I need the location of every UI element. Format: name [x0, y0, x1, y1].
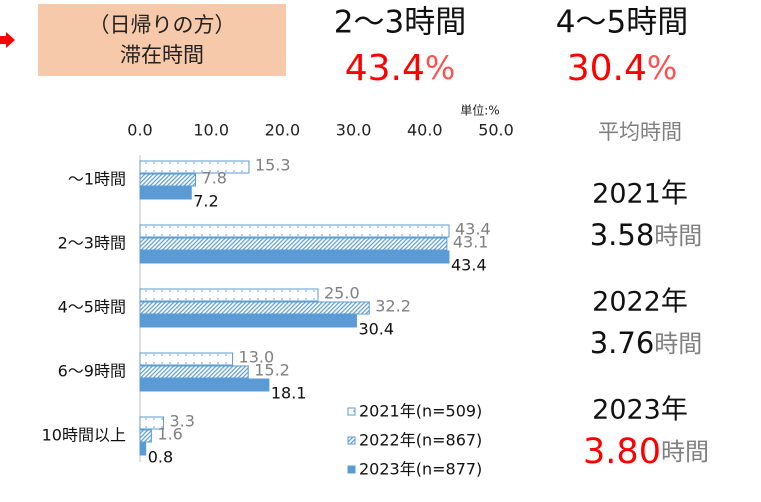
- value-label: 43.4: [451, 256, 487, 275]
- unit-label: 単位:%: [460, 103, 499, 118]
- value-label: 7.8: [202, 169, 227, 188]
- bar: [139, 186, 192, 200]
- value-label: 0.8: [148, 448, 173, 467]
- value-label: 43.1: [453, 233, 489, 252]
- header-text: （日帰りの方）: [89, 13, 236, 37]
- bar: [139, 378, 270, 392]
- value-label: 1.6: [157, 425, 182, 444]
- highlight-number: 30.4: [567, 48, 647, 89]
- value-label: 13.0: [239, 348, 275, 367]
- legend-swatch: [347, 465, 356, 474]
- x-tick-label: 30.0: [336, 121, 372, 140]
- value-label: 30.4: [358, 320, 394, 339]
- value-label: 43.4: [455, 220, 491, 239]
- bar: [139, 301, 370, 315]
- y-tick-label: 4～5時間: [58, 298, 126, 317]
- average-year: 2021年: [592, 179, 688, 210]
- average-value: 3.58時間: [590, 218, 703, 252]
- legend-swatch: [347, 407, 356, 416]
- bar: [139, 160, 250, 174]
- value-label: 15.2: [254, 361, 290, 380]
- x-tick-label: 40.0: [407, 121, 443, 140]
- highlight-label: 2～3時間: [334, 5, 466, 41]
- average-year: 2023年: [592, 395, 688, 426]
- highlight-value: 30.4%: [567, 48, 678, 89]
- bar: [139, 314, 357, 328]
- highlight-unit: %: [425, 49, 455, 87]
- header-box: [38, 4, 286, 76]
- average-value: 3.76時間: [590, 326, 703, 360]
- y-tick-label: 10時間以上: [42, 426, 126, 445]
- y-tick-label: ～1時間: [68, 170, 126, 189]
- header-text: 滞在時間: [120, 43, 204, 67]
- average-number: 3.58: [590, 218, 655, 252]
- value-label: 15.3: [255, 156, 291, 175]
- bar: [139, 237, 448, 251]
- averages-title: 平均時間: [598, 120, 682, 144]
- legend-label: 2021年(n=509): [359, 402, 482, 421]
- average-unit: 時間: [661, 438, 709, 466]
- value-label: 25.0: [324, 284, 360, 303]
- bar: [139, 250, 450, 264]
- x-tick-label: 50.0: [478, 121, 514, 140]
- value-label: 7.2: [193, 192, 218, 211]
- value-label: 18.1: [271, 384, 307, 403]
- highlight-label: 4～5時間: [556, 5, 688, 41]
- x-tick-label: 20.0: [265, 121, 301, 140]
- value-label: 32.2: [375, 297, 411, 316]
- average-unit: 時間: [654, 222, 702, 250]
- average-value: 3.80時間: [583, 432, 709, 472]
- y-tick-label: 2～3時間: [58, 234, 126, 253]
- legend-swatch: [347, 436, 356, 445]
- bar: [139, 352, 234, 366]
- x-tick-label: 0.0: [127, 121, 152, 140]
- bar: [139, 288, 319, 302]
- bar: [139, 429, 152, 443]
- bar: [139, 224, 450, 238]
- legend-label: 2023年(n=877): [359, 460, 482, 479]
- bar: [139, 416, 164, 430]
- bar: [139, 442, 147, 456]
- y-tick-label: 6～9時間: [58, 362, 126, 381]
- bar: [139, 173, 197, 187]
- average-year: 2022年: [592, 287, 688, 318]
- average-number: 3.76: [590, 326, 655, 360]
- legend-label: 2022年(n=867): [359, 431, 482, 450]
- highlight-number: 43.4: [345, 48, 425, 89]
- highlight-unit: %: [647, 49, 677, 87]
- average-unit: 時間: [654, 330, 702, 358]
- bar: [139, 365, 249, 379]
- value-label: 3.3: [169, 412, 194, 431]
- average-number: 3.80: [583, 432, 661, 472]
- highlight-value: 43.4%: [345, 48, 456, 89]
- header-arrow: [0, 32, 15, 48]
- x-tick-label: 10.0: [193, 121, 229, 140]
